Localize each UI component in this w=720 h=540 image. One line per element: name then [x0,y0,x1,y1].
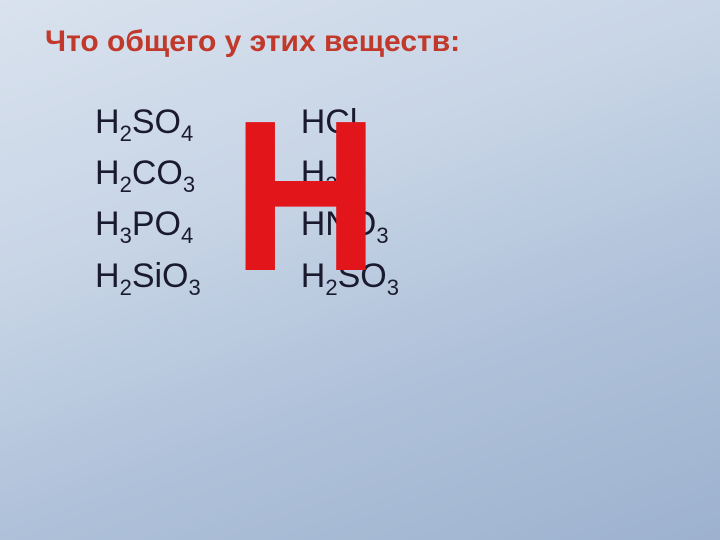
hydrogen-big-letter: Н [232,88,380,303]
chemical-formula: H2SiO3 [95,254,201,298]
slide-title: Что общего у этих веществ: [45,25,460,59]
chemical-formula: H2CO3 [95,151,201,195]
column-left: H2SO4 H2CO3 H3PO4 H2SiO3 [95,100,201,298]
chemical-formula: H2SO4 [95,100,201,144]
chemical-formula: H3PO4 [95,202,201,246]
